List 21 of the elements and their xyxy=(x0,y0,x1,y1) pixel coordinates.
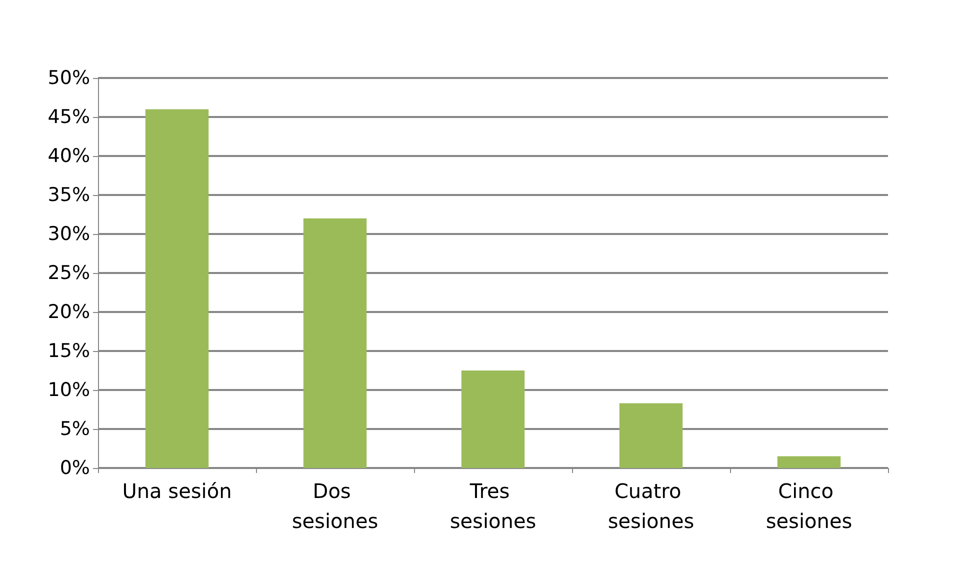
y-tick-label: 40% xyxy=(48,145,90,167)
bar xyxy=(777,456,841,468)
y-tick-label: 25% xyxy=(48,262,90,284)
x-tick-label: Tres sesiones xyxy=(450,479,536,533)
x-tick-label: Una sesión xyxy=(122,479,232,503)
x-tick-label: Cinco sesiones xyxy=(766,479,852,533)
y-tick-label: 10% xyxy=(48,379,90,401)
y-tick-label: 15% xyxy=(48,340,90,362)
y-tick-label: 45% xyxy=(48,106,90,128)
bar xyxy=(145,109,209,468)
y-tick-label: 0% xyxy=(60,457,90,479)
x-tick-label: Dos sesiones xyxy=(292,479,378,533)
y-tick-label: 20% xyxy=(48,301,90,323)
x-tick-label: Cuatro sesiones xyxy=(608,479,694,533)
bar xyxy=(303,218,367,468)
y-tick-label: 30% xyxy=(48,223,90,245)
y-tick-label: 50% xyxy=(48,67,90,89)
y-tick-label: 35% xyxy=(48,184,90,206)
bar xyxy=(619,403,683,468)
y-tick-label: 5% xyxy=(60,418,90,440)
bar xyxy=(461,370,525,468)
